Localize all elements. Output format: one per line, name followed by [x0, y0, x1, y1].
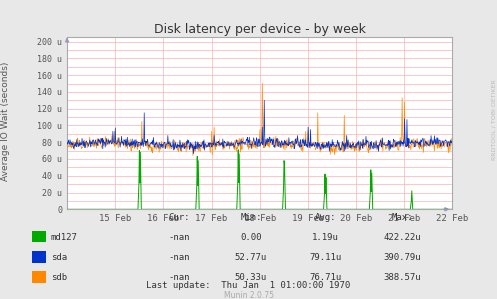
Text: 422.22u: 422.22u [384, 233, 421, 242]
Text: Last update:  Thu Jan  1 01:00:00 1970: Last update: Thu Jan 1 01:00:00 1970 [147, 281, 350, 290]
Text: Max:: Max: [392, 213, 414, 222]
Text: Cur:: Cur: [168, 213, 190, 222]
Text: 1.19u: 1.19u [312, 233, 339, 242]
Text: -nan: -nan [168, 253, 190, 262]
Text: 76.71u: 76.71u [310, 273, 341, 282]
Text: RRDTOOL / TOBI OETIKER: RRDTOOL / TOBI OETIKER [491, 79, 496, 160]
Title: Disk latency per device - by week: Disk latency per device - by week [154, 23, 366, 36]
Text: 79.11u: 79.11u [310, 253, 341, 262]
Text: md127: md127 [51, 233, 78, 242]
Text: Average IO Wait (seconds): Average IO Wait (seconds) [1, 61, 10, 181]
Text: -nan: -nan [168, 233, 190, 242]
Text: sda: sda [51, 253, 67, 262]
Text: Avg:: Avg: [315, 213, 336, 222]
Text: 390.79u: 390.79u [384, 253, 421, 262]
Text: 0.00: 0.00 [240, 233, 262, 242]
Text: Munin 2.0.75: Munin 2.0.75 [224, 291, 273, 299]
Text: 52.77u: 52.77u [235, 253, 267, 262]
Text: 50.33u: 50.33u [235, 273, 267, 282]
Text: 388.57u: 388.57u [384, 273, 421, 282]
Text: -nan: -nan [168, 273, 190, 282]
Text: Min:: Min: [240, 213, 262, 222]
Text: sdb: sdb [51, 273, 67, 282]
